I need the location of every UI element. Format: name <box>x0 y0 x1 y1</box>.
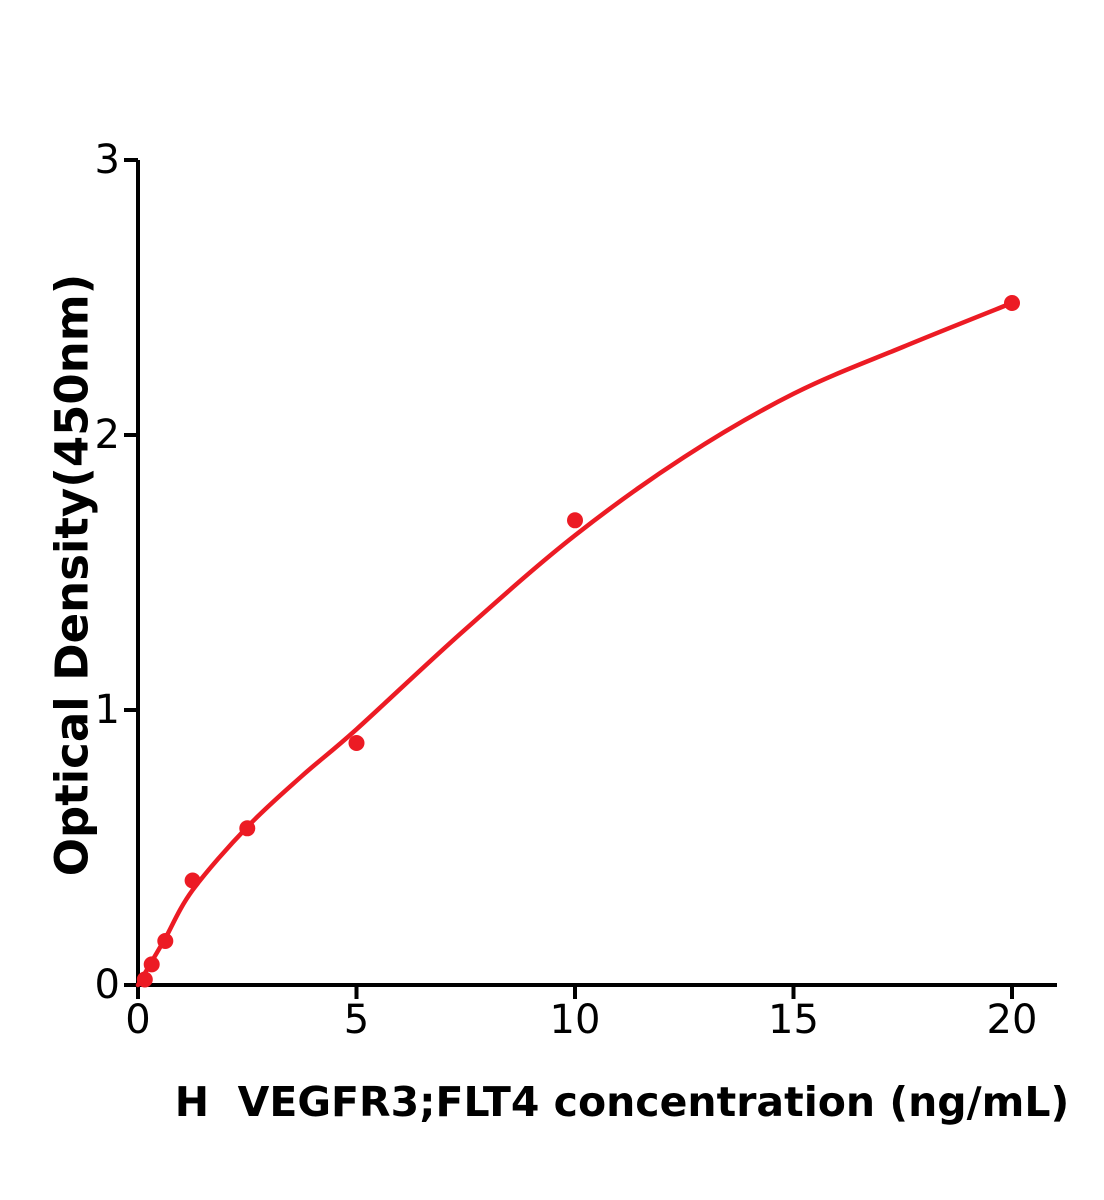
x-tick-label: 0 <box>125 997 150 1043</box>
y-tick-label: 3 <box>95 137 120 183</box>
data-point <box>143 956 160 973</box>
data-point <box>1004 295 1020 311</box>
axis-spines <box>136 160 1057 987</box>
x-tick-label: 10 <box>550 997 601 1043</box>
data-point <box>348 735 365 751</box>
data-point <box>157 933 174 949</box>
y-tick-label: 1 <box>95 687 120 733</box>
x-tick-label: 5 <box>344 997 369 1043</box>
data-point <box>184 872 201 889</box>
y-axis-title: Optical Density(450nm) <box>45 273 99 877</box>
data-point <box>567 512 583 529</box>
y-tick-label: 0 <box>95 962 120 1008</box>
data-point <box>136 971 153 988</box>
x-tick-label: 15 <box>768 997 819 1043</box>
x-axis-title: H VEGFR3;FLT4 concentration (ng/mL) <box>174 1078 1070 1126</box>
data-point <box>239 820 256 837</box>
x-tick-label: 20 <box>987 997 1038 1043</box>
fit-curve <box>135 300 1015 988</box>
y-tick-label: 2 <box>95 412 120 458</box>
